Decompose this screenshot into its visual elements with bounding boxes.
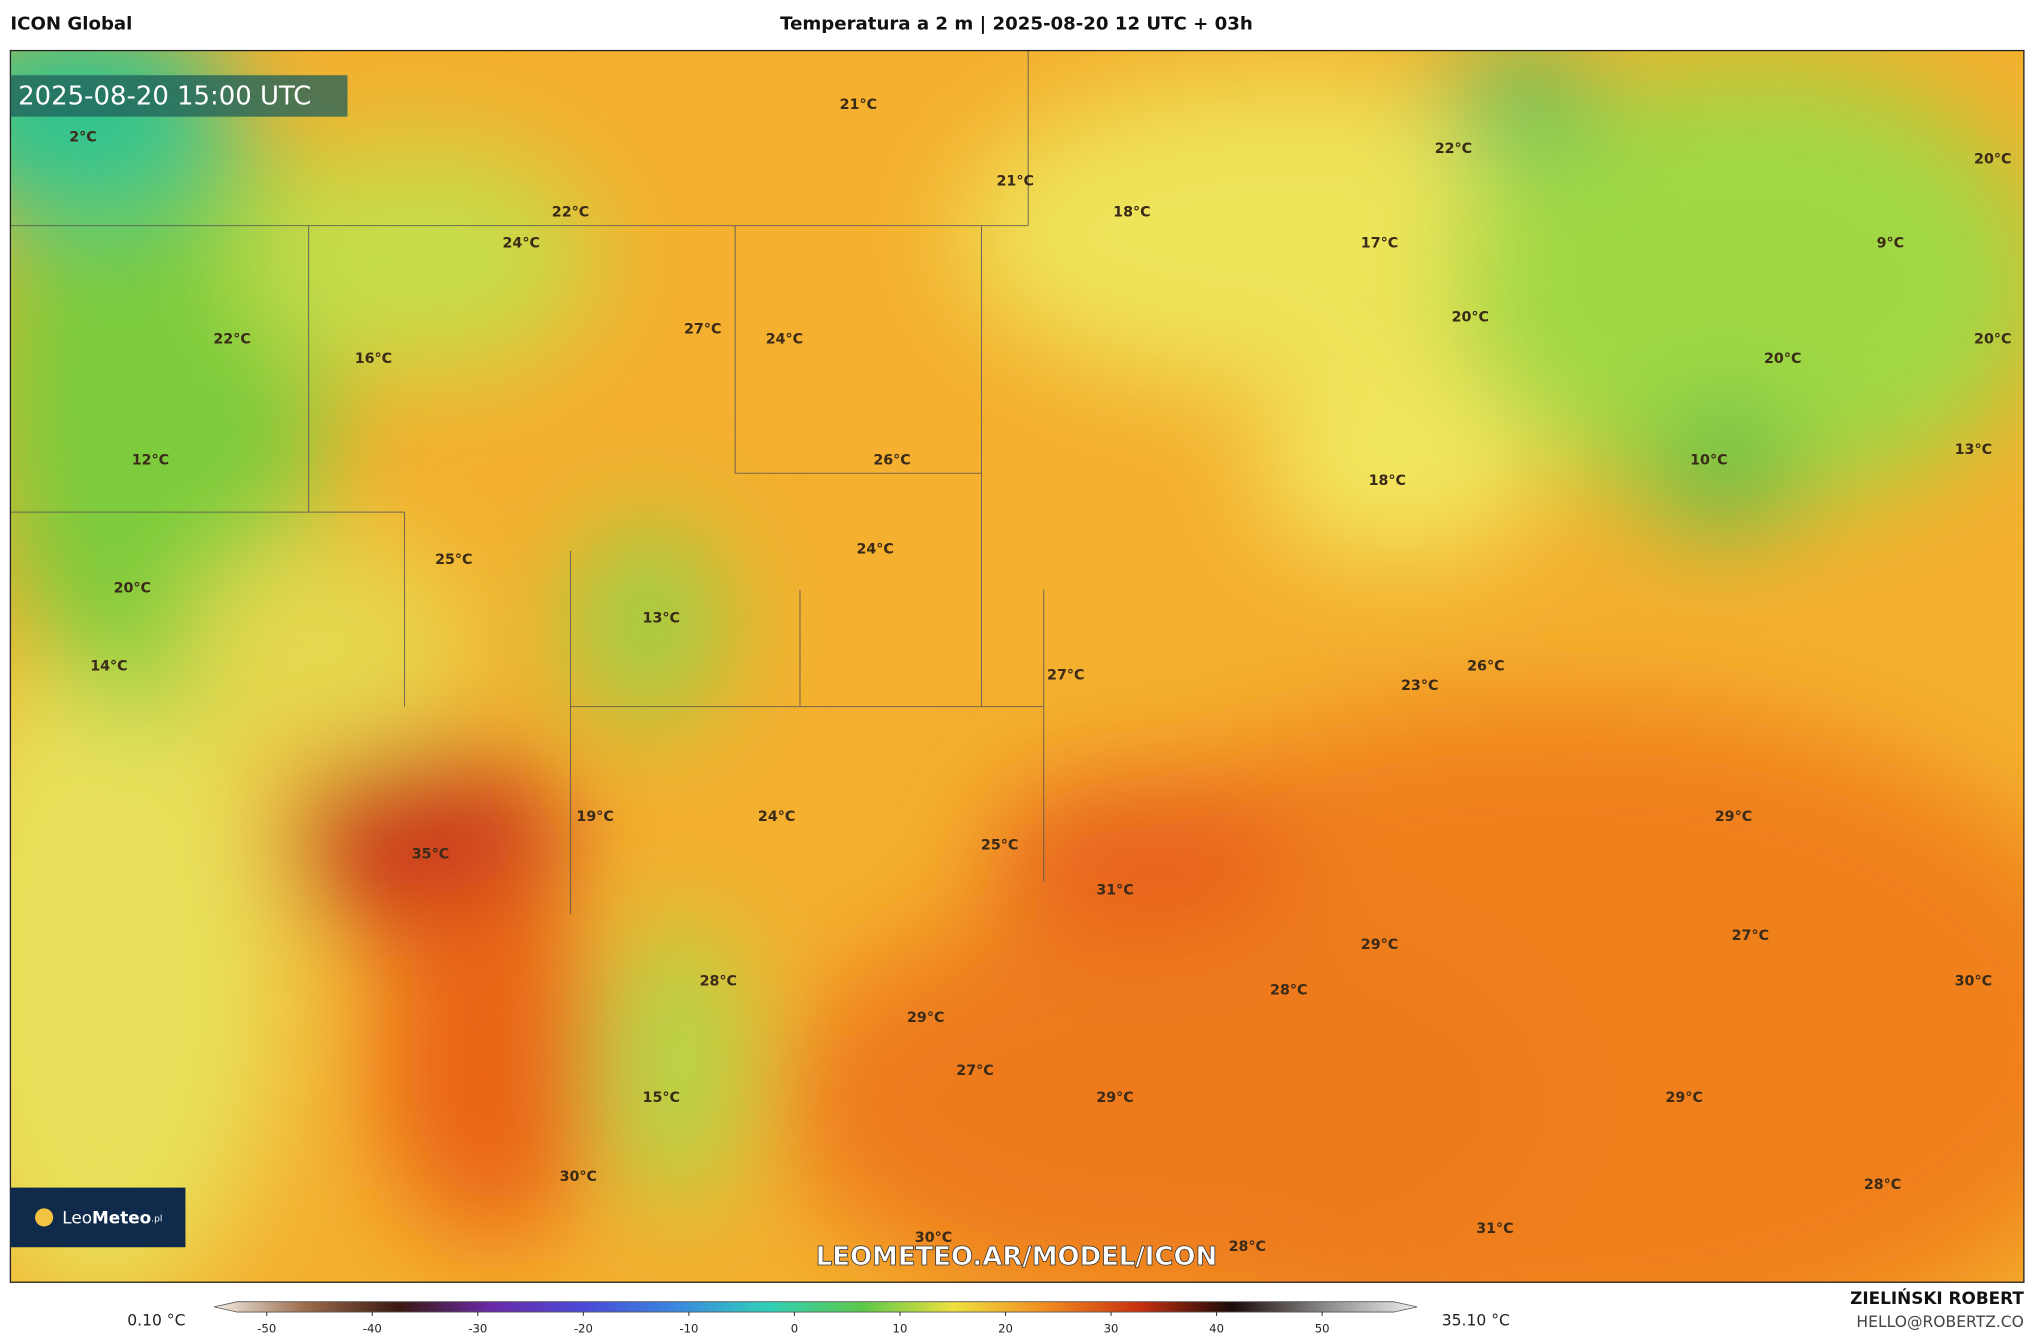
temperature-label: 27°C: [1732, 928, 1769, 944]
logo: LeoMeteo.pl: [62, 1208, 162, 1228]
temperature-label: 22°C: [552, 205, 589, 221]
map-frame: [9, 49, 2025, 1283]
colorbar-tick-label: 0: [791, 1321, 798, 1335]
contact: HELLO@ROBERTZ.CO: [1856, 1313, 2023, 1331]
temperature-label: 22°C: [213, 332, 250, 348]
temperature-label: 24°C: [503, 236, 540, 252]
colorbar-min: 0.10 °C: [127, 1312, 185, 1330]
temperature-field: [10, 50, 2024, 1283]
map-labels: 2°C 21°C 21°C 18°C 22°C 20°C 22°C 24°C 17°C 9°C 20…: [69, 97, 2011, 1255]
temperature-label: 25°C: [981, 837, 1018, 853]
temperature-label: 2°C: [69, 129, 96, 145]
colorbar-tick-label: 40: [1209, 1321, 1224, 1335]
colorbar-tick-label: 30: [1104, 1321, 1119, 1335]
temperature-label: 29°C: [1096, 1090, 1133, 1106]
temperature-label: 29°C: [907, 1010, 944, 1026]
temperature-label: 12°C: [132, 452, 169, 468]
temperature-label: 28°C: [1864, 1177, 1901, 1193]
logo-part: Meteo: [92, 1208, 151, 1228]
temperature-label: 26°C: [873, 452, 910, 468]
colorbar-scale: [213, 1301, 1418, 1313]
temperature-label: 22°C: [1435, 141, 1472, 157]
temperature-label: 20°C: [1452, 310, 1489, 326]
temperature-label: 27°C: [1047, 667, 1084, 683]
temperature-label: 9°C: [1877, 236, 1905, 252]
temperature-label: 20°C: [1974, 332, 2011, 348]
colorbar: -50 -40 -30 -20 -10 0 10 20 30 40 50: [213, 1301, 1418, 1335]
temperature-label: 24°C: [766, 332, 803, 348]
logo-sun: [35, 1208, 54, 1227]
temperature-label: 29°C: [1715, 809, 1752, 825]
temperature-label: 17°C: [1361, 236, 1398, 252]
temperature-label: 27°C: [956, 1063, 993, 1079]
temperature-label: 28°C: [1270, 983, 1307, 999]
temperature-label: 13°C: [643, 610, 680, 626]
temperature-label: 15°C: [643, 1090, 680, 1106]
temperature-label: 13°C: [1955, 442, 1992, 458]
model-name: ICON Global: [10, 14, 132, 35]
temperature-label: 24°C: [856, 542, 893, 558]
timestamp: 2025-08-20 15:00 UTC: [18, 82, 311, 112]
temperature-label: 26°C: [1467, 658, 1504, 674]
temperature-label: 25°C: [435, 552, 472, 568]
temperature-label: 20°C: [114, 581, 151, 597]
map-title: Temperatura a 2 m | 2025-08-20 12 UTC + …: [780, 14, 1253, 35]
colorbar-tick-label: 50: [1315, 1321, 1330, 1335]
temperature-label: 21°C: [996, 174, 1033, 190]
temperature-label: 19°C: [576, 809, 613, 825]
temperature-label: 30°C: [560, 1169, 597, 1185]
colorbar-tick-label: 20: [998, 1321, 1013, 1335]
temperature-label: 30°C: [915, 1230, 952, 1246]
colorbar-tick-label: -40: [363, 1321, 382, 1335]
temperature-label: 10°C: [1690, 452, 1727, 468]
author: ZIELIŃSKI ROBERT: [1850, 1287, 2024, 1308]
temperature-label: 18°C: [1113, 205, 1150, 221]
temperature-label: 28°C: [1229, 1239, 1266, 1255]
temperature-label: 29°C: [1665, 1090, 1702, 1106]
temperature-label: 31°C: [1096, 883, 1133, 899]
timestamp-box: [10, 75, 348, 117]
temperature-label: 28°C: [700, 973, 737, 989]
temperature-label: 24°C: [758, 809, 795, 825]
logo-suffix: .pl: [151, 1214, 162, 1224]
colorbar-tick-label: -10: [679, 1321, 698, 1335]
temperature-label: 16°C: [355, 351, 392, 367]
colorbar-tick-label: -20: [574, 1321, 593, 1335]
temperature-label: 18°C: [1369, 473, 1406, 489]
temperature-label: 35°C: [412, 846, 449, 862]
colorbar-tick-label: -30: [468, 1321, 487, 1335]
temperature-label: 27°C: [684, 321, 721, 337]
temperature-label: 14°C: [90, 658, 127, 674]
colorbar-tick-label: -50: [257, 1321, 276, 1335]
temperature-label: 20°C: [1764, 351, 1801, 367]
colorbar-tick-label: 10: [893, 1321, 908, 1335]
colorbar-max: 35.10 °C: [1442, 1312, 1510, 1330]
temperature-label: 29°C: [1361, 937, 1398, 953]
temperature-label: 23°C: [1401, 678, 1438, 694]
temperature-label: 21°C: [840, 97, 877, 113]
watermark: LEOMETEO.AR/MODEL/ICON: [816, 1242, 1217, 1272]
temperature-label: 31°C: [1476, 1221, 1513, 1237]
temperature-label: 30°C: [1955, 973, 1992, 989]
temperature-label: 20°C: [1974, 151, 2011, 167]
logo-part: Leo: [62, 1208, 92, 1228]
